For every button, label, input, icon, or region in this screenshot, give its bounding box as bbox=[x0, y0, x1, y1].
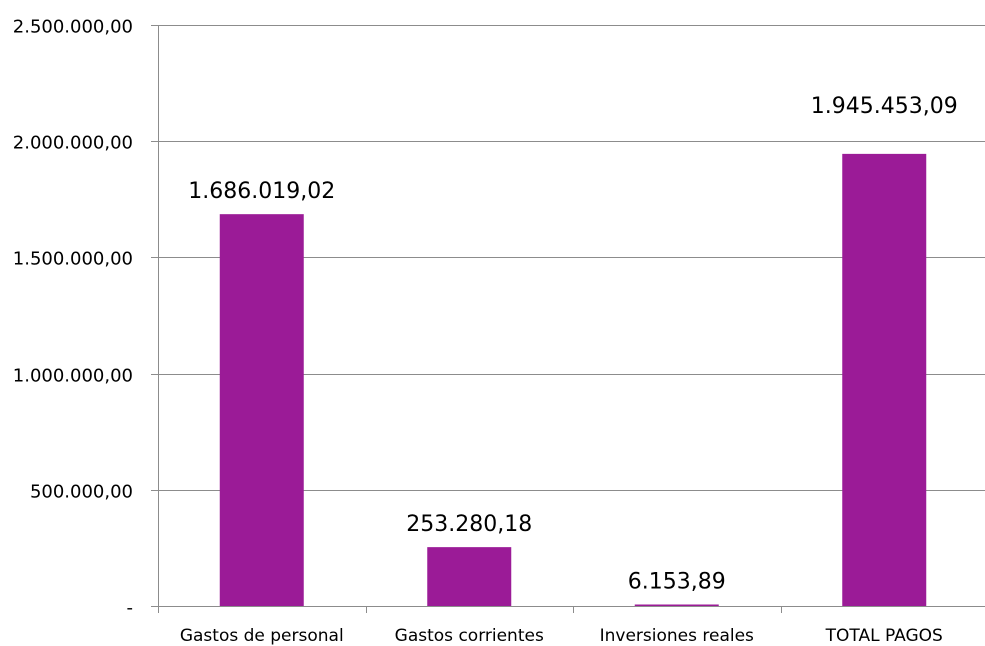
y-tick-label: 1.500.000,00 bbox=[13, 249, 133, 270]
bar bbox=[842, 153, 927, 606]
bar bbox=[219, 214, 304, 606]
y-tick-label: 2.000.000,00 bbox=[13, 133, 133, 154]
data-label: 6.153,89 bbox=[628, 570, 726, 595]
bars bbox=[219, 153, 927, 606]
y-tick-label: 1.000.000,00 bbox=[13, 366, 133, 387]
x-tick-label: Inversiones reales bbox=[600, 626, 754, 646]
bar bbox=[634, 604, 719, 606]
data-label: 1.945.453,09 bbox=[811, 94, 958, 119]
data-label: 1.686.019,02 bbox=[188, 179, 335, 204]
axes bbox=[151, 25, 985, 613]
x-tick-label: Gastos de personal bbox=[180, 626, 344, 646]
labels: - 500.000,00 1.000.000,00 1.500.000,00 2.000… bbox=[13, 17, 958, 646]
bar bbox=[427, 547, 512, 606]
y-tick-label: 2.500.000,00 bbox=[13, 17, 133, 38]
y-tick-label: 500.000,00 bbox=[30, 482, 133, 503]
data-label: 253.280,18 bbox=[406, 512, 532, 537]
x-tick-label: Gastos corrientes bbox=[395, 626, 544, 646]
y-tick-label: - bbox=[127, 598, 134, 619]
x-tick-label: TOTAL PAGOS bbox=[825, 626, 943, 646]
